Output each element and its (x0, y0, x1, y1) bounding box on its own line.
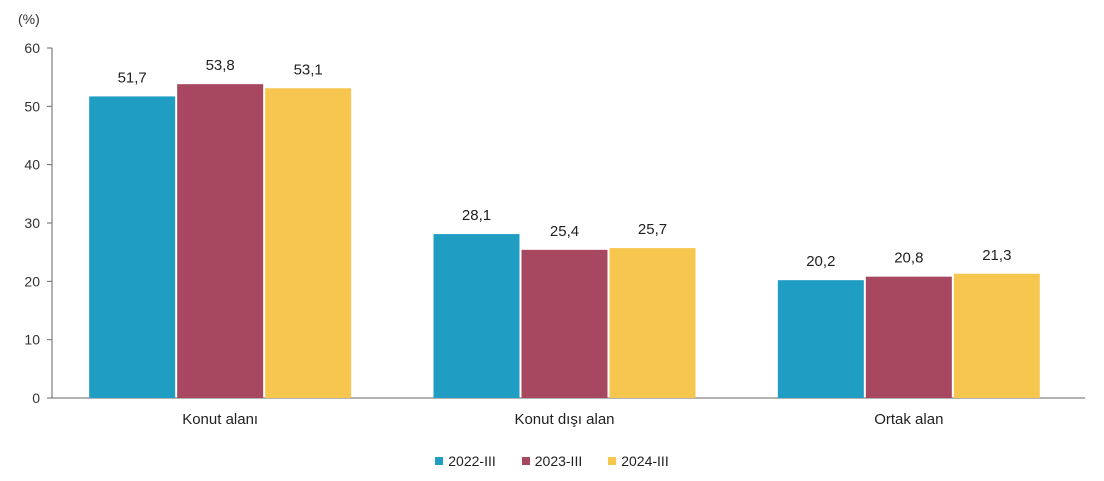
bar-2024-III-1 (609, 248, 696, 398)
legend-swatch (608, 457, 617, 465)
data-label: 25,7 (638, 221, 667, 238)
legend-label: 2022-III (448, 453, 496, 469)
y-tick-label: 40 (24, 157, 40, 173)
data-label: 53,8 (206, 57, 235, 74)
bar-2023-III-0 (177, 84, 264, 399)
data-label: 21,3 (982, 247, 1011, 264)
bar-2022-III-1 (433, 234, 520, 398)
bar-chart: (%) 0 10 20 30 40 50 60 51,7 53,8 53,1 28,1 25,4 25… (18, 11, 1085, 428)
category-label: Konut dışı alan (514, 411, 614, 428)
legend-item: 2022-III (435, 453, 496, 469)
data-labels: 51,7 53,8 53,1 28,1 25,4 25,7 20,2 20,8 21,3 (118, 57, 1012, 270)
legend-item: 2024-III (608, 453, 669, 469)
legend-swatch (435, 457, 444, 465)
y-tick-label: 0 (32, 390, 40, 406)
category-labels: Konut alanı Konut dışı alan Ortak alan (182, 411, 943, 428)
data-label: 51,7 (118, 69, 147, 86)
bar-2024-III-2 (953, 273, 1040, 398)
data-label: 20,2 (806, 253, 835, 270)
data-label: 20,8 (894, 250, 923, 267)
legend-label: 2023-III (534, 453, 583, 469)
y-tick-label: 10 (24, 332, 40, 348)
data-label: 53,1 (294, 61, 323, 78)
legend-label: 2024-III (621, 453, 669, 469)
bar-2024-III-0 (265, 88, 352, 398)
category-label: Konut alanı (182, 411, 258, 428)
y-tick-label: 50 (24, 98, 40, 114)
y-unit-label: (%) (18, 11, 40, 27)
data-label: 28,1 (462, 207, 491, 224)
legend: 2022-III 2023-III 2024-III (0, 448, 1104, 474)
bar-2023-III-1 (521, 249, 608, 398)
y-tick-label: 20 (24, 273, 40, 289)
data-label: 25,4 (550, 223, 579, 240)
bars (89, 84, 1040, 399)
legend-swatch (521, 457, 530, 465)
bar-2022-III-0 (89, 96, 176, 399)
bar-2022-III-2 (777, 280, 864, 398)
legend-item: 2023-III (521, 453, 583, 469)
category-label: Ortak alan (874, 411, 943, 428)
y-tick-label: 60 (24, 40, 40, 56)
bar-2023-III-2 (865, 276, 952, 398)
y-tick-label: 30 (24, 215, 40, 231)
